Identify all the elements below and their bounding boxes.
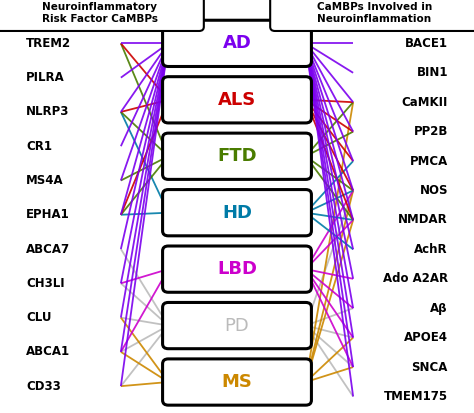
FancyBboxPatch shape xyxy=(163,302,311,349)
Text: TMEM175: TMEM175 xyxy=(384,390,448,403)
Text: SNCA: SNCA xyxy=(411,361,448,373)
Text: Aβ: Aβ xyxy=(430,302,448,315)
Text: PD: PD xyxy=(225,317,249,335)
FancyBboxPatch shape xyxy=(163,246,311,292)
Text: CLU: CLU xyxy=(26,311,52,324)
FancyBboxPatch shape xyxy=(163,77,311,123)
Text: ABCA7: ABCA7 xyxy=(26,242,70,256)
Text: EPHA1: EPHA1 xyxy=(26,208,70,221)
Text: HD: HD xyxy=(222,204,252,222)
Text: AD: AD xyxy=(223,34,251,52)
Text: LBD: LBD xyxy=(217,260,257,278)
Text: FTD: FTD xyxy=(217,147,257,165)
Text: CD33: CD33 xyxy=(26,380,61,393)
Text: CR1: CR1 xyxy=(26,140,52,153)
Text: Neuroinflammatory
Risk Factor CaMBPs: Neuroinflammatory Risk Factor CaMBPs xyxy=(42,2,157,24)
Text: Ado A2AR: Ado A2AR xyxy=(383,272,448,285)
Text: BIN1: BIN1 xyxy=(417,66,448,79)
Text: NMDAR: NMDAR xyxy=(398,214,448,226)
FancyBboxPatch shape xyxy=(163,190,311,236)
Text: NOS: NOS xyxy=(419,184,448,197)
FancyBboxPatch shape xyxy=(163,133,311,179)
Text: TREM2: TREM2 xyxy=(26,37,71,50)
Text: PP2B: PP2B xyxy=(413,125,448,138)
Text: ALS: ALS xyxy=(218,91,256,109)
Text: CaMKII: CaMKII xyxy=(401,96,448,109)
FancyBboxPatch shape xyxy=(270,0,474,31)
FancyBboxPatch shape xyxy=(163,359,311,405)
FancyBboxPatch shape xyxy=(0,0,204,31)
FancyBboxPatch shape xyxy=(163,20,311,66)
Text: ABCA1: ABCA1 xyxy=(26,345,70,358)
Text: CaMBPs Involved in
Neuroinflammation: CaMBPs Involved in Neuroinflammation xyxy=(317,2,432,24)
Text: PILRA: PILRA xyxy=(26,71,65,84)
Text: APOE4: APOE4 xyxy=(404,331,448,344)
Text: NLRP3: NLRP3 xyxy=(26,105,70,119)
Text: AchR: AchR xyxy=(414,243,448,256)
Text: CH3LI: CH3LI xyxy=(26,277,64,290)
Text: PMCA: PMCA xyxy=(410,154,448,168)
Text: MS: MS xyxy=(221,373,253,391)
Text: BACE1: BACE1 xyxy=(405,37,448,50)
Text: MS4A: MS4A xyxy=(26,174,64,187)
